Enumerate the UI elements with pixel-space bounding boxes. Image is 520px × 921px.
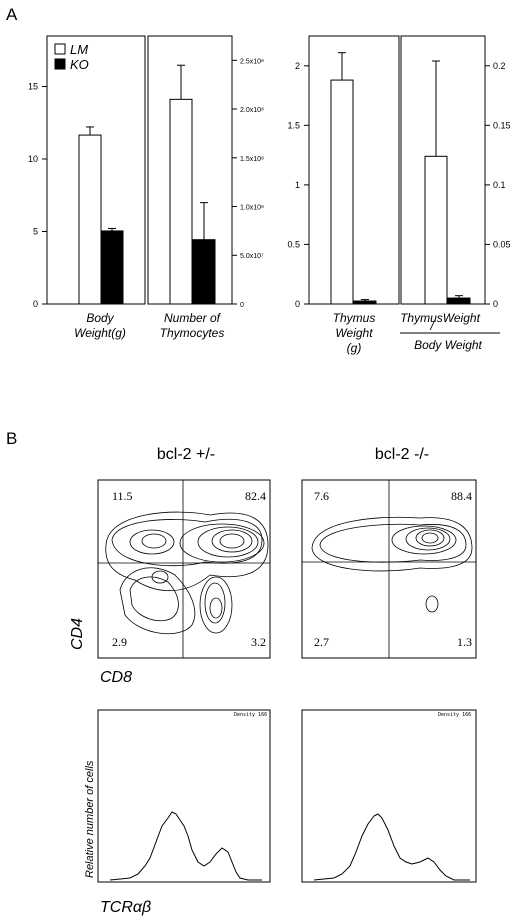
quadrant-ul-value: 7.6 [314, 489, 329, 503]
cd8-axis-label: CD8 [100, 669, 132, 686]
facs-title-ko: bcl-2 -/- [375, 446, 429, 463]
bar-ko [447, 297, 471, 305]
quadrant-ur-value: 88.4 [451, 489, 472, 503]
category-label: / [429, 319, 435, 333]
hist-y-axis-label: Relative number of cells [84, 760, 96, 878]
quadrant-lr-value: 1.3 [457, 635, 472, 649]
bar-lm [424, 155, 448, 305]
quadrant-ul-value: 11.5 [112, 489, 133, 503]
tick-label: 0.1 [493, 180, 506, 190]
tick-label: 0 [493, 299, 498, 309]
bar-lm [330, 79, 354, 305]
facs-title-het: bcl-2 +/- [157, 446, 215, 463]
ratio-axis: 0 0.05 0.1 0.15 0.2 [485, 61, 511, 309]
tick-label: 0 [295, 299, 300, 309]
tick-label: 2 [295, 61, 300, 71]
tick-label: 2.0x10⁸ [240, 107, 264, 114]
tick-label: 1.5x10⁸ [240, 156, 264, 163]
tick-label: 0 [33, 299, 38, 309]
tick-label: 1 [295, 180, 300, 190]
bar-lm [78, 134, 102, 305]
legend-swatch-ko [54, 58, 66, 70]
tick-label: 0 [240, 302, 244, 309]
category-label: ThymusWeight [400, 311, 480, 325]
quadrant-ll-value: 2.7 [314, 635, 329, 649]
legend-label-ko: KO [70, 57, 89, 72]
tick-label: 5.0x10⁷ [240, 253, 264, 260]
bar-lm [169, 98, 193, 305]
tick-label: 0.05 [493, 239, 511, 249]
tick-label: 10 [28, 154, 38, 164]
tick-label: 0.15 [493, 120, 511, 130]
histogram-ko: Density 166 [301, 709, 477, 883]
tcr-axis-label: TCRαβ [100, 899, 151, 916]
tick-label: 15 [28, 82, 38, 92]
panel-letter-a: A [6, 5, 18, 24]
quadrant-ur-value: 82.4 [245, 489, 266, 503]
density-label: Density 166 [438, 712, 471, 718]
category-label: Number of [164, 311, 222, 325]
thymocyte-axis: 0 5.0x10⁷ 1.0x10⁸ 1.5x10⁸ 2.0x10⁸ 2.5x10… [232, 58, 264, 309]
bar-ko [100, 230, 124, 305]
quadrant-ll-value: 2.9 [112, 635, 127, 649]
panel-letter-b: B [6, 429, 17, 448]
bar-ko [353, 300, 377, 305]
thymus-weight-frame [308, 35, 400, 305]
tick-label: 0.5 [287, 239, 300, 249]
tick-label: 5 [33, 227, 38, 237]
histogram-het: Density 166 [97, 709, 271, 883]
tick-label: 0.2 [493, 61, 506, 71]
legend: LM KO [54, 42, 89, 72]
contour-plot-het: 11.5 82.4 2.9 3.2 [97, 479, 271, 659]
category-label: Weight(g) [74, 326, 126, 340]
tick-label: 2.5x10⁸ [240, 58, 264, 65]
cd4-axis-label: CD4 [69, 618, 86, 650]
category-label: Body [86, 311, 114, 325]
tick-label: 1.0x10⁸ [240, 205, 264, 212]
quadrant-lr-value: 3.2 [251, 635, 266, 649]
body-weight-axis: 0 5 10 15 [28, 82, 47, 309]
category-label: Weight [335, 326, 373, 340]
bars-layer [78, 52, 471, 305]
category-label: (g) [347, 341, 362, 355]
legend-swatch-lm [54, 43, 66, 55]
bar-ko [192, 239, 216, 305]
contour-plot-ko: 7.6 88.4 2.7 1.3 [301, 479, 477, 659]
category-label: Thymocytes [160, 326, 225, 340]
tick-label: 1.5 [287, 120, 300, 130]
density-label: Density 166 [234, 712, 267, 718]
category-label: Thymus [333, 311, 376, 325]
thymus-weight-axis: 0 0.5 1 1.5 2 [287, 61, 309, 309]
category-label: Body Weight [414, 338, 482, 352]
legend-label-lm: LM [70, 42, 88, 57]
